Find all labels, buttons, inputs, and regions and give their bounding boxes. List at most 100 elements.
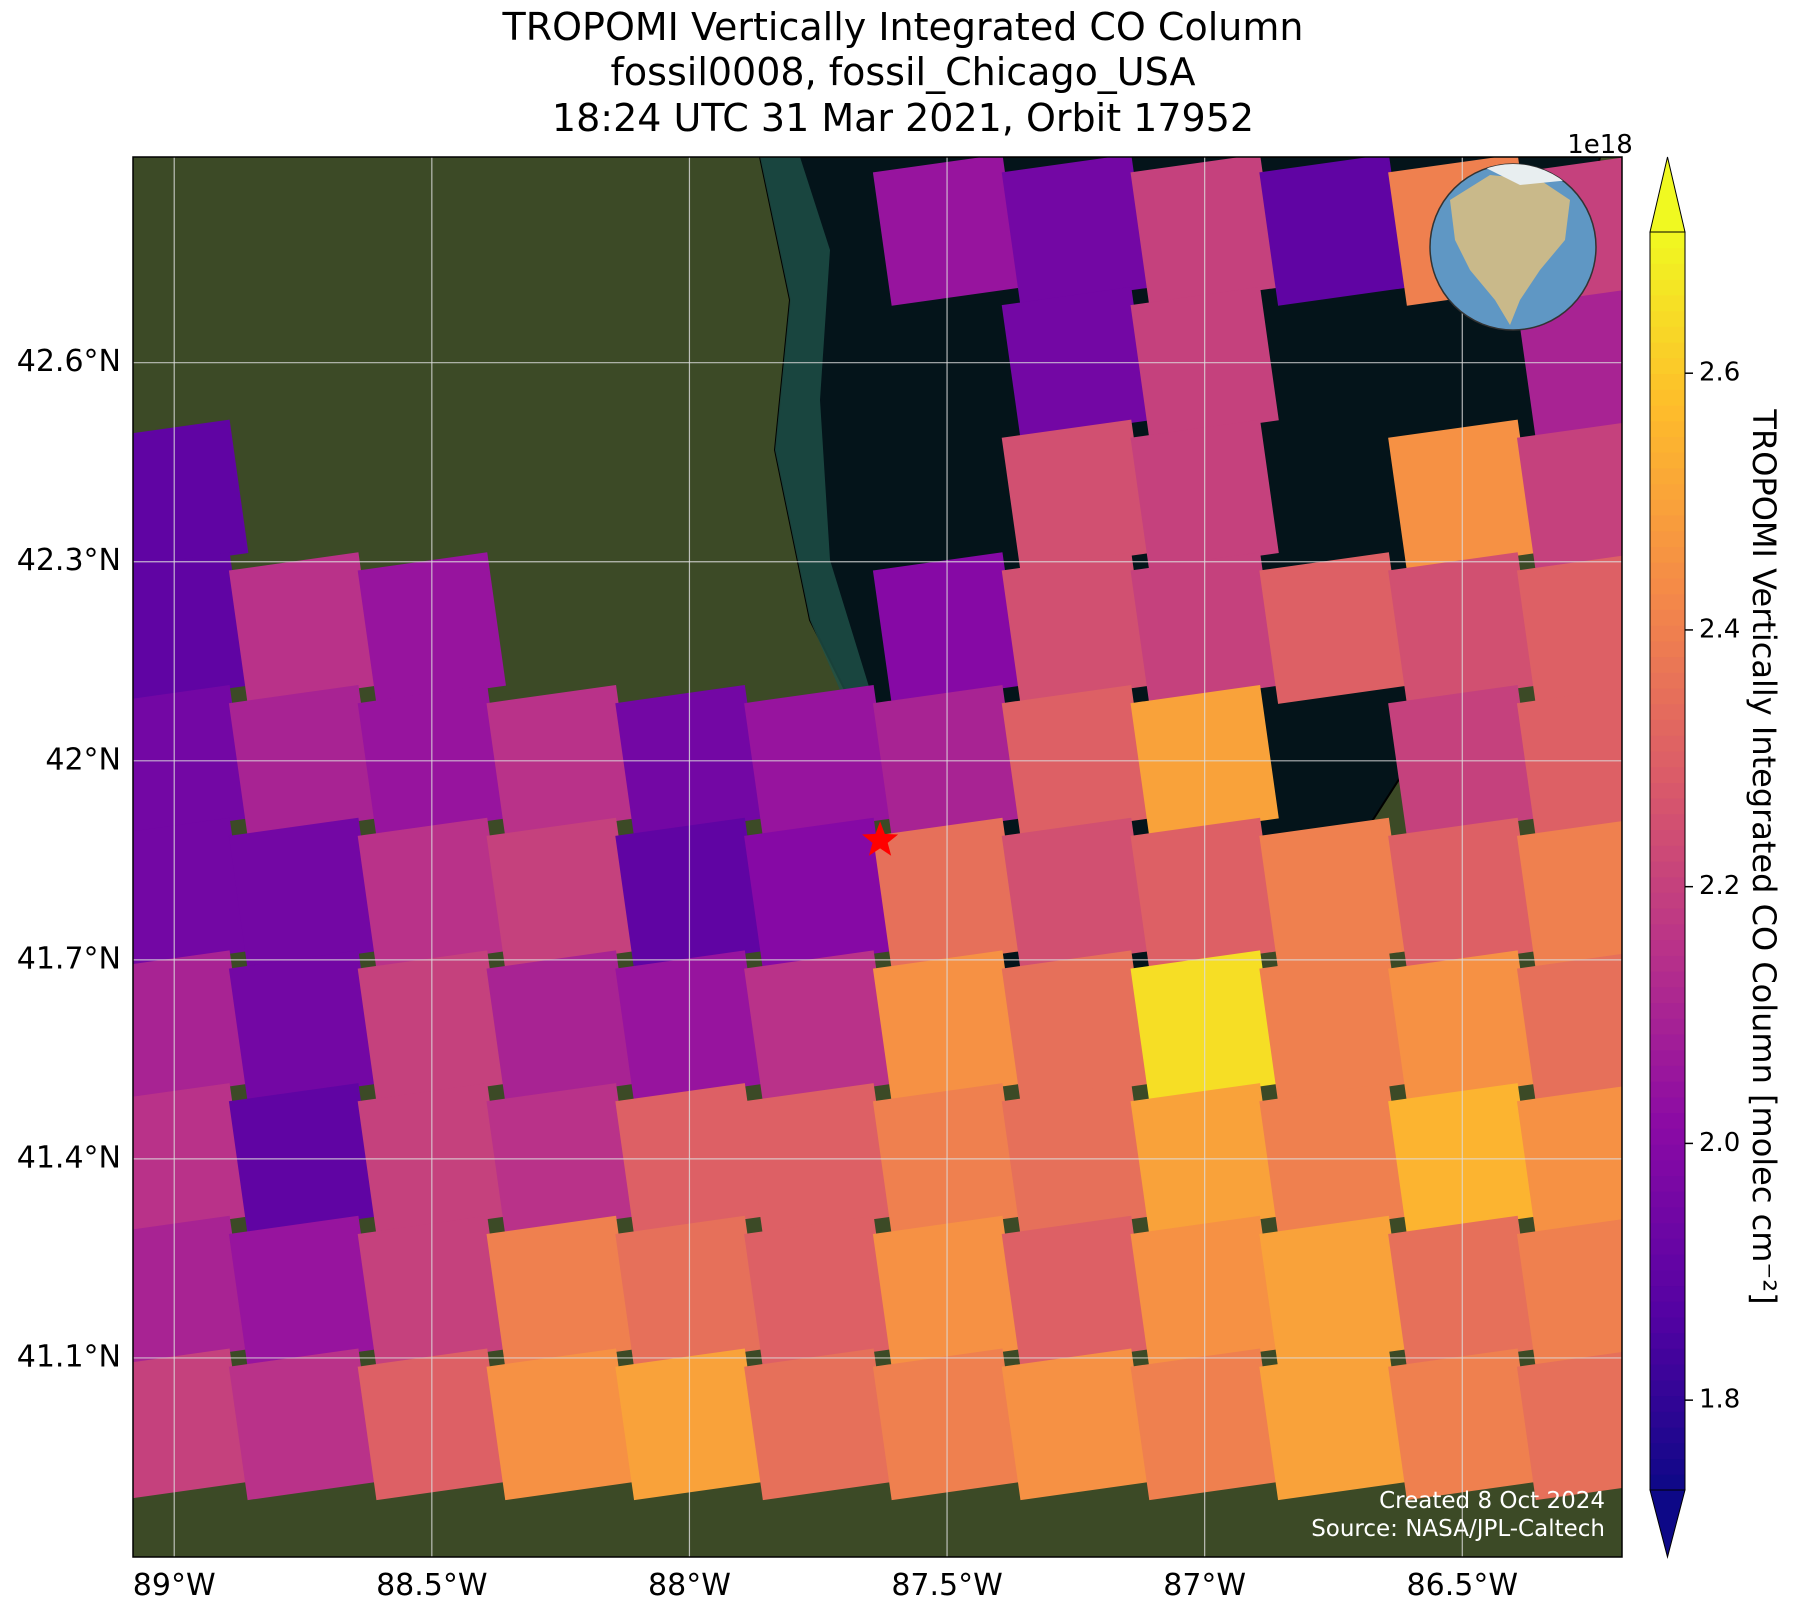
globe-land: [1450, 175, 1570, 325]
colorbar-segment: [1650, 593, 1685, 610]
co-pixel: [1001, 157, 1151, 306]
co-pixel: [1516, 1215, 1622, 1368]
colorbar-extend-top: [1649, 156, 1686, 233]
colorbar-frame: [1649, 231, 1686, 1491]
colorbar-segment: [1650, 640, 1685, 658]
colorbar-segment: [1650, 750, 1685, 768]
co-pixel: [1259, 157, 1408, 306]
colorbar-segment: [1650, 341, 1685, 359]
colorbar-segment: [1650, 1395, 1685, 1412]
co-pixel: [1001, 817, 1151, 970]
co-pixel: [1259, 817, 1408, 970]
colorbar-segment: [1650, 766, 1685, 783]
colorbar-segment: [1650, 1458, 1685, 1475]
colorbar-segment: [1650, 1316, 1685, 1334]
colorbar-segment: [1650, 939, 1685, 956]
x-tick-label: 87°W: [1163, 1568, 1246, 1602]
colorbar-segment: [1650, 860, 1685, 878]
co-pixel: [1259, 552, 1408, 704]
colorbar-segment: [1650, 1300, 1685, 1318]
colorbar-segment: [1650, 1442, 1685, 1460]
co-pixel: [744, 817, 893, 970]
colorbar-segment: [1650, 986, 1685, 1004]
title-line: fossil0008, fossil_Chicago_USA: [611, 50, 1196, 94]
co-pixel: [486, 950, 635, 1102]
colorbar-tick-label: 2.2: [1699, 871, 1740, 901]
colorbar-segment: [1650, 671, 1685, 689]
colorbar-segment: [1650, 923, 1685, 941]
colorbar-segment: [1650, 1002, 1685, 1019]
co-pixel: [228, 552, 378, 704]
colorbar-segment: [1650, 907, 1685, 925]
co-pixel: [744, 1215, 893, 1368]
co-pixel: [1001, 1348, 1151, 1501]
colorbar-segment: [1650, 718, 1685, 736]
colorbar-segment: [1650, 1285, 1685, 1302]
y-tick-label: 42.3°N: [17, 543, 121, 578]
colorbar: 1.8 2.0 2.2 2.4 2.6: [1649, 156, 1740, 1559]
colorbar-extend-bottom: [1649, 1489, 1686, 1559]
colorbar-tick-label: 1.8: [1699, 1385, 1740, 1415]
colorbar-segment: [1650, 1332, 1685, 1349]
colorbar-segment: [1650, 278, 1685, 296]
colorbar-segment: [1650, 1190, 1685, 1208]
x-tick-label: 87.5°W: [891, 1568, 1002, 1602]
colorbar-segment: [1650, 451, 1685, 469]
colorbar-segment: [1650, 1112, 1685, 1129]
colorbar-segment: [1650, 876, 1685, 893]
co-pixel: [1001, 419, 1151, 572]
colorbar-segment: [1650, 310, 1685, 327]
co-pixel: [228, 817, 378, 970]
colorbar-segment: [1650, 530, 1685, 547]
colorbar-segment: [1650, 1410, 1685, 1428]
y-tick-label: 41.7°N: [17, 941, 121, 976]
co-pixel: [486, 1348, 635, 1501]
co-pixel: [228, 1348, 378, 1501]
y-tick-label: 41.1°N: [17, 1339, 121, 1374]
colorbar-segment: [1650, 656, 1685, 673]
co-pixel: [1001, 552, 1151, 704]
colorbar-segment: [1650, 1253, 1685, 1271]
colorbar-segment: [1650, 1222, 1685, 1239]
co-pixel: [486, 817, 635, 970]
colorbar-tick-label: 2.0: [1699, 1128, 1740, 1158]
colorbar-segment: [1650, 546, 1685, 563]
colorbar-segment: [1650, 703, 1685, 720]
colorbar-segment: [1650, 247, 1685, 264]
map-frame: [132, 156, 1623, 1558]
co-pixel: [1259, 1348, 1408, 1501]
co-pixel: [1516, 950, 1622, 1102]
colorbar-segment: [1650, 1237, 1685, 1255]
colorbar-segment: [1650, 498, 1685, 516]
created-note: Created 8 Oct 2024: [1379, 1488, 1605, 1514]
colorbar-segment: [1650, 1473, 1685, 1491]
colorbar-segment: [1650, 231, 1685, 249]
globe-inset: [1429, 163, 1597, 331]
colorbar-segment: [1650, 1096, 1685, 1114]
y-tick-label: 42°N: [45, 742, 121, 777]
colorbar-segment: [1650, 357, 1685, 375]
colorbar-segment: [1650, 781, 1685, 799]
colorbar-segment: [1650, 404, 1685, 422]
co-pixel: [486, 1215, 635, 1368]
colorbar-segment: [1650, 1033, 1685, 1051]
x-tick-label: 88°W: [648, 1568, 731, 1602]
colorbar-segment: [1650, 954, 1685, 972]
colorbar-segment: [1650, 1049, 1685, 1066]
site-star: [862, 821, 899, 856]
colorbar-segment: [1650, 1379, 1685, 1397]
co-pixel: [228, 1215, 378, 1368]
colorbar-segment: [1650, 734, 1685, 752]
x-tick-label: 86.5°W: [1407, 1568, 1518, 1602]
colorbar-segment: [1650, 1347, 1685, 1365]
colorbar-segment: [1650, 1127, 1685, 1145]
co-pixel: [228, 950, 378, 1102]
colorbar-segment: [1650, 1159, 1685, 1176]
colorbar-tick-label: 2.4: [1699, 614, 1740, 644]
colorbar-segment: [1650, 388, 1685, 406]
co-pixel: [1516, 1348, 1622, 1501]
colorbar-segment: [1650, 1064, 1685, 1082]
y-tick-label: 42.6°N: [17, 344, 121, 379]
colorbar-segment: [1650, 1426, 1685, 1444]
